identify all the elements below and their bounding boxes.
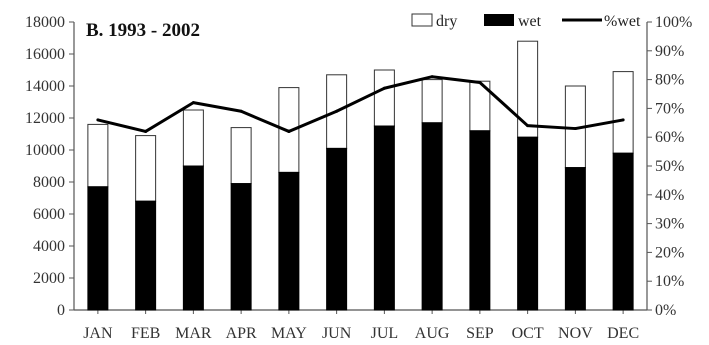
y2-tick-label: 40% bbox=[655, 187, 684, 204]
line-pct-wet bbox=[97, 75, 624, 133]
axes-layer: 0 2000 4000 6000 8000 10000 12000 14000 16000 180… bbox=[25, 14, 692, 342]
y2-tick-label: 80% bbox=[655, 72, 684, 89]
y2-tick-label: 60% bbox=[655, 129, 684, 146]
y2-tick-label: 20% bbox=[655, 244, 684, 261]
y-tick-label: 8000 bbox=[33, 174, 65, 191]
legend-label-wet: wet bbox=[518, 13, 542, 30]
point-pct-wet bbox=[430, 75, 434, 79]
y-tick-label: 10000 bbox=[25, 142, 65, 159]
bar-dry bbox=[612, 71, 634, 154]
legend-swatch-dry bbox=[411, 13, 433, 27]
bar-wet bbox=[135, 200, 157, 311]
point-pct-wet bbox=[478, 80, 482, 84]
point-pct-wet bbox=[191, 101, 195, 105]
y-tick-label: 2000 bbox=[33, 270, 65, 287]
point-pct-wet bbox=[382, 86, 386, 90]
y2-tick-label: 30% bbox=[655, 216, 684, 233]
chart-title: B. 1993 - 2002 bbox=[86, 20, 200, 41]
legend-label-dry: dry bbox=[436, 13, 457, 30]
bars-layer bbox=[87, 40, 634, 311]
legend-label-pct-wet: %wet bbox=[604, 13, 641, 30]
point-pct-wet bbox=[573, 127, 577, 131]
y2-tick-label: 50% bbox=[655, 158, 684, 175]
y-tick-label: 18000 bbox=[25, 14, 65, 31]
x-tick-label: NOV bbox=[558, 325, 593, 342]
y2-tick-label: 90% bbox=[655, 43, 684, 60]
bar-wet bbox=[469, 130, 491, 311]
x-tick-label: MAY bbox=[271, 325, 307, 342]
point-pct-wet bbox=[335, 109, 339, 113]
point-pct-wet bbox=[96, 118, 100, 122]
bar-wet bbox=[278, 171, 300, 311]
point-pct-wet bbox=[287, 129, 291, 133]
bar-wet bbox=[326, 147, 348, 311]
y-tick-label: 6000 bbox=[33, 206, 65, 223]
point-pct-wet bbox=[239, 109, 243, 113]
bar-dry bbox=[87, 123, 109, 188]
bar-wet bbox=[182, 165, 204, 311]
x-tick-label: AUG bbox=[415, 325, 450, 342]
bar-dry bbox=[517, 40, 539, 138]
point-pct-wet bbox=[144, 129, 148, 133]
x-tick-label: FEB bbox=[131, 325, 160, 342]
bar-wet bbox=[421, 122, 443, 311]
y-tick-label: 16000 bbox=[25, 46, 65, 63]
point-pct-wet bbox=[526, 124, 530, 128]
legend: dry wet %wet bbox=[411, 13, 641, 30]
bar-wet bbox=[230, 183, 252, 311]
bar-dry bbox=[135, 135, 157, 202]
bar-wet bbox=[87, 186, 109, 311]
x-tick-label: APR bbox=[226, 325, 257, 342]
bar-wet bbox=[612, 152, 634, 311]
y2-tick-label: 100% bbox=[655, 14, 692, 31]
y2-tick-label: 0% bbox=[655, 302, 676, 319]
bar-wet bbox=[517, 136, 539, 311]
y2-tick-label: 70% bbox=[655, 100, 684, 117]
y-tick-label: 14000 bbox=[25, 78, 65, 95]
bar-dry bbox=[373, 69, 395, 127]
bar-dry bbox=[230, 127, 252, 185]
y-tick-label: 0 bbox=[57, 302, 65, 319]
line-layer bbox=[96, 75, 625, 133]
y-tick-label: 12000 bbox=[25, 110, 65, 127]
bar-dry bbox=[421, 79, 443, 124]
x-tick-label: JAN bbox=[83, 325, 113, 342]
bar-dry bbox=[182, 109, 204, 167]
bar-wet bbox=[373, 125, 395, 311]
y2-tick-label: 10% bbox=[655, 273, 684, 290]
x-tick-label: SEP bbox=[466, 325, 494, 342]
point-pct-wet bbox=[621, 118, 625, 122]
x-tick-label: MAR bbox=[175, 325, 212, 342]
y-tick-label: 4000 bbox=[33, 238, 65, 255]
x-tick-label: JUL bbox=[371, 325, 399, 342]
legend-swatch-wet bbox=[484, 14, 514, 26]
x-tick-label: JUN bbox=[322, 325, 352, 342]
x-tick-label: OCT bbox=[512, 325, 544, 342]
x-tick-label: DEC bbox=[607, 325, 639, 342]
bar-wet bbox=[564, 167, 586, 311]
